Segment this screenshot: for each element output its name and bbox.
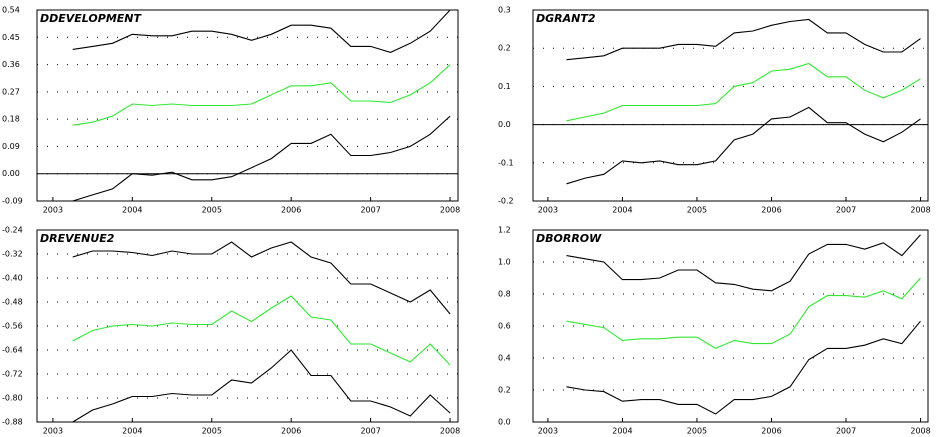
x-tick-label: 2006: [761, 206, 781, 215]
series-line: [566, 18, 921, 61]
y-tick-label: -0.80: [2, 394, 23, 403]
y-tick-label: 0.18: [2, 115, 20, 124]
y-tick-label: 0.8: [498, 290, 511, 299]
y-tick-label: -0.48: [2, 298, 23, 307]
y-tick-label: 1.0: [498, 258, 511, 267]
x-tick-label: 2005: [202, 427, 222, 436]
x-tick-label: 2004: [612, 206, 632, 215]
x-tick-label: 2004: [122, 206, 142, 215]
series-line: [72, 295, 451, 366]
y-tick-label: 0.2: [498, 44, 511, 53]
series-line: [566, 62, 921, 122]
x-tick-label: 2006: [281, 427, 301, 436]
series-line: [72, 241, 451, 315]
y-tick-label: 0.4: [498, 354, 511, 363]
y-tick-label: 0.54: [2, 6, 20, 15]
y-tick-label: -0.40: [2, 274, 23, 283]
x-tick-label: 2006: [761, 427, 781, 436]
x-tick-label: 2008: [910, 206, 930, 215]
series-line: [566, 234, 921, 292]
chart-title: DBORROW: [536, 232, 602, 245]
x-tick-label: 2008: [440, 206, 460, 215]
y-tick-label: 0.0: [498, 418, 511, 427]
x-tick-label: 2005: [687, 206, 707, 215]
chart-title: DREVENUE2: [40, 232, 115, 245]
y-tick-label: 1.2: [498, 226, 511, 235]
x-tick-label: 2005: [687, 427, 707, 436]
series-line: [566, 106, 921, 185]
x-tick-label: 2004: [612, 427, 632, 436]
plot-frame: [36, 9, 459, 202]
y-tick-label: -0.72: [2, 370, 23, 379]
y-tick-label: 0.2: [498, 386, 511, 395]
series-line: [72, 115, 451, 202]
chart-title: DGRANT2: [536, 12, 596, 25]
series-line: [566, 320, 921, 415]
x-tick-label: 2007: [836, 206, 856, 215]
y-tick-label: -0.09: [2, 197, 23, 206]
y-tick-label: -0.88: [2, 418, 23, 427]
plot-frame: [36, 229, 459, 423]
x-tick-label: 2005: [202, 206, 222, 215]
y-tick-label: -0.2: [498, 197, 514, 206]
y-tick-label: 0.6: [498, 322, 511, 331]
y-tick-label: -0.24: [2, 226, 23, 235]
x-tick-label: 2003: [538, 206, 558, 215]
y-tick-label: 0.0: [498, 120, 511, 129]
chart-title: DDEVELOPMENT: [40, 12, 143, 25]
x-tick-label: 2003: [43, 206, 63, 215]
plot-frame: [532, 229, 929, 423]
x-tick-label: 2003: [538, 427, 558, 436]
y-tick-label: -0.64: [2, 346, 23, 355]
x-tick-label: 2006: [281, 206, 301, 215]
x-tick-label: 2004: [122, 427, 142, 436]
x-tick-label: 2008: [910, 427, 930, 436]
x-tick-label: 2008: [440, 427, 460, 436]
y-tick-label: 0.09: [2, 142, 20, 151]
y-tick-label: 0.27: [2, 87, 20, 96]
series-line: [72, 349, 451, 423]
series-line: [72, 64, 451, 126]
y-tick-label: -0.1: [498, 158, 514, 167]
x-tick-label: 2007: [360, 427, 380, 436]
y-tick-label: 0.00: [2, 169, 20, 178]
x-tick-label: 2007: [360, 206, 380, 215]
y-tick-label: -0.32: [2, 250, 23, 259]
series-line: [72, 9, 451, 53]
x-tick-label: 2003: [43, 427, 63, 436]
y-tick-label: -0.56: [2, 322, 23, 331]
plot-frame: [532, 9, 929, 202]
y-tick-label: 0.45: [2, 33, 20, 42]
y-tick-label: 0.3: [498, 6, 511, 15]
x-tick-label: 2007: [836, 427, 856, 436]
y-tick-label: 0.36: [2, 60, 20, 69]
y-tick-label: 0.1: [498, 82, 511, 91]
series-line: [566, 277, 921, 350]
